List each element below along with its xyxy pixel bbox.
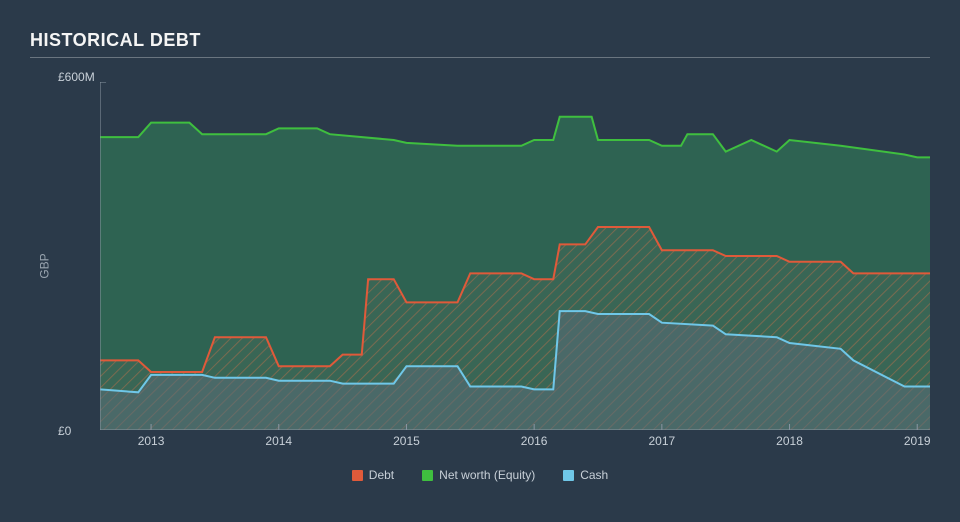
- legend-label: Cash: [580, 468, 608, 482]
- x-tick-label: 2017: [648, 434, 675, 448]
- y-tick-bottom: £0: [58, 424, 71, 438]
- x-tick-label: 2015: [393, 434, 420, 448]
- chart-container: HISTORICAL DEBT GBP £600M £0 20132014201…: [0, 0, 960, 482]
- y-axis-label: GBP: [38, 253, 52, 278]
- chart-area: GBP £600M £0 201320142015201620172018201…: [50, 76, 930, 456]
- x-axis-ticks: 2013 2014 2015 2016 2017 2018 2019: [100, 434, 930, 452]
- x-tick-label: 2016: [521, 434, 548, 448]
- x-tick-label: 2019: [904, 434, 931, 448]
- legend-swatch: [422, 470, 433, 481]
- legend-swatch: [352, 470, 363, 481]
- legend-label: Net worth (Equity): [439, 468, 535, 482]
- chart-legend: Debt Net worth (Equity) Cash: [30, 468, 930, 482]
- legend-swatch: [563, 470, 574, 481]
- legend-label: Debt: [369, 468, 394, 482]
- legend-item-debt: Debt: [352, 468, 394, 482]
- chart-title: HISTORICAL DEBT: [30, 30, 930, 58]
- y-tick-top: £600M: [58, 70, 95, 84]
- x-tick-label: 2018: [776, 434, 803, 448]
- legend-item-equity: Net worth (Equity): [422, 468, 535, 482]
- x-tick-label: 2014: [265, 434, 292, 448]
- plot-region: [100, 82, 930, 430]
- chart-svg: [100, 82, 930, 430]
- legend-item-cash: Cash: [563, 468, 608, 482]
- x-tick-label: 2013: [138, 434, 165, 448]
